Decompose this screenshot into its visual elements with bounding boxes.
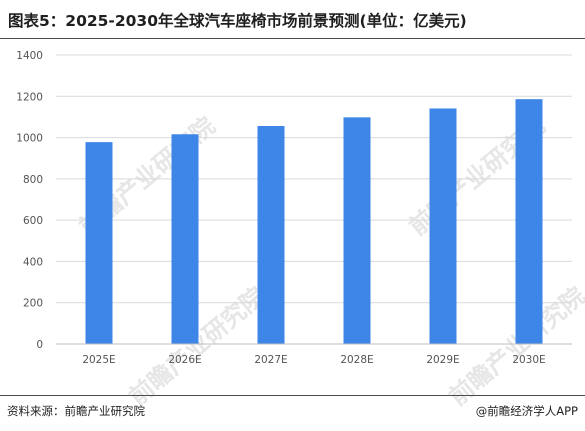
source-note: 资料来源：前瞻产业研究院 xyxy=(7,404,145,418)
x-axis-ticks: 2025E 2026E 2027E 2028E 2029E 2030E xyxy=(82,354,545,366)
x-tick-label: 2029E xyxy=(426,354,459,366)
x-tick-label: 2026E xyxy=(168,354,201,366)
gridlines xyxy=(56,54,572,304)
y-tick-label: 1000 xyxy=(16,133,43,145)
x-tick-label: 2027E xyxy=(254,354,287,366)
y-tick-label: 600 xyxy=(23,215,43,227)
y-tick-label: 1200 xyxy=(16,91,43,103)
bars xyxy=(85,99,543,344)
y-tick-label: 400 xyxy=(23,256,43,268)
x-tick-label: 2025E xyxy=(82,354,115,366)
x-tick-label: 2030E xyxy=(512,354,545,366)
bar-2028E xyxy=(343,117,371,344)
y-tick-label: 200 xyxy=(23,298,43,310)
bar-2027E xyxy=(257,126,285,344)
title-divider xyxy=(0,38,585,39)
y-tick-label: 1400 xyxy=(16,50,43,62)
x-tick-label: 2028E xyxy=(340,354,373,366)
bar-2029E xyxy=(429,108,457,344)
chart-title: 图表5：2025-2030年全球汽车座椅市场前景预测(单位：亿美元) xyxy=(8,12,467,30)
y-tick-label: 800 xyxy=(23,174,43,186)
y-tick-label: 0 xyxy=(36,339,43,351)
bar-2026E xyxy=(171,134,199,344)
y-axis-ticks: 0 200 400 600 800 1000 1200 1400 xyxy=(16,50,43,351)
credit-note: @前瞻经济学人APP xyxy=(475,404,578,418)
bar-2030E xyxy=(515,99,543,344)
bar-2025E xyxy=(85,142,113,344)
footer-divider xyxy=(0,395,585,396)
